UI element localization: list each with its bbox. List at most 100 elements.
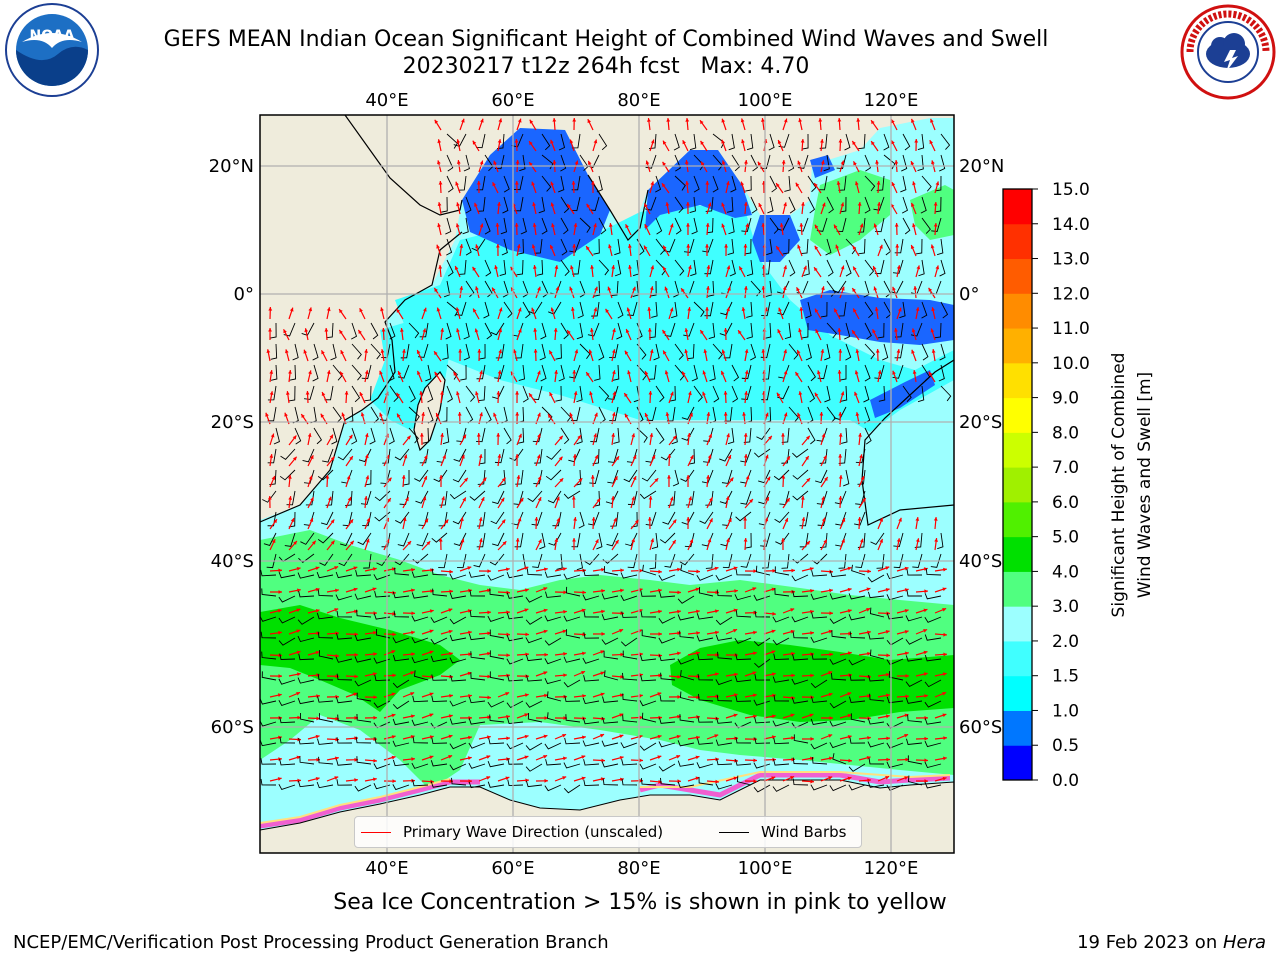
wave-direction-arrowhead [810,609,814,614]
wave-direction-arrowhead [684,160,689,164]
wind-barb [658,654,676,662]
wave-direction-arrowhead [303,349,308,354]
wave-direction-arrowhead [411,567,415,572]
wave-direction-arrowhead [438,538,443,542]
wind-barb [620,742,638,749]
wind-barb [403,469,410,486]
wave-direction-arrowhead [475,391,479,396]
wind-barb [503,427,512,445]
wave-direction-arrowhead [837,118,842,122]
wind-barb [593,280,601,297]
wind-barb [681,406,695,421]
wind-barb [826,259,834,277]
wave-direction-arrowhead [316,694,320,699]
wind-barb [506,612,524,620]
wave-direction-arrowhead [537,476,542,481]
wave-direction-arrowhead [875,160,879,164]
wind-barb [931,217,942,232]
wind-barb [260,615,277,622]
wind-barb [399,490,410,506]
wind-barb [939,343,946,361]
wave-direction-arrowhead [781,433,785,437]
wave-direction-arrowhead [544,693,548,698]
wind-barb [602,778,619,786]
wave-direction-arrowhead [647,307,652,311]
wave-direction-arrowhead [806,540,810,545]
wave-direction-arrowhead [854,391,858,396]
wave-direction-arrowhead [532,202,536,207]
wave-direction-arrowhead [749,498,753,503]
wind-barb [729,259,736,277]
lon-label-top-80e: 80°E [617,90,660,111]
wind-barb [449,592,467,599]
wave-direction-arrowhead [400,328,404,332]
wave-direction-arrowhead [448,608,453,612]
wind-barb [650,280,657,297]
wind-barb [877,322,885,339]
wave-direction-arrowhead [403,454,408,459]
wave-direction-arrowhead [726,433,730,438]
wind-barb [414,670,429,681]
wave-direction-arrowhead [667,475,671,479]
wave-direction-arrowhead [591,517,596,521]
wind-barb [612,364,620,381]
wind-barb [451,777,467,786]
wind-barb [720,301,733,316]
wave-direction-arrowhead [858,433,862,437]
colorbar-ticks: 0.00.51.01.52.03.04.05.06.07.08.09.010.0… [1032,180,1090,791]
wave-direction-arrowhead [840,160,845,165]
wave-direction-arrowhead [423,475,428,480]
wave-direction-arrowhead [460,517,464,522]
wind-barb [720,532,733,547]
wind-barb [363,553,372,569]
wave-direction-arrowhead [810,779,814,784]
wind-barb [677,740,695,747]
wind-barb [431,532,448,543]
wind-barb [470,651,486,660]
wind-barb [807,196,816,214]
wave-direction-arrowhead [930,328,935,333]
wind-barb [674,259,685,276]
wave-direction-arrowhead [607,286,612,291]
wind-barb [412,779,429,787]
wind-barb [622,672,638,681]
wind-barb [602,696,619,703]
wind-barb [487,574,505,581]
wind-barb [392,591,410,599]
wave-direction-arrowhead [752,693,757,698]
wind-barb [921,175,932,192]
wave-direction-arrowhead [686,244,691,248]
wind-barb [769,175,778,193]
wave-direction-arrowhead [740,181,745,186]
wave-direction-arrowhead [518,433,522,438]
wave-direction-arrowhead [594,454,599,459]
wind-barb [351,343,362,360]
wave-direction-arrowhead [529,162,533,167]
wave-direction-arrowhead [595,539,599,544]
wind-barb [937,532,944,550]
wind-barb [468,718,486,725]
wind-barb [689,133,697,151]
wave-direction-arrowhead [479,223,484,228]
wave-direction-arrowhead [474,328,479,333]
footer-machine: Hera [1222,932,1266,953]
wind-barb [517,238,524,255]
wave-direction-arrowhead [270,433,275,438]
wind-barb [601,740,619,747]
wave-direction-arrowhead [354,778,358,782]
wind-barb [810,679,828,689]
wave-direction-arrowhead [706,265,711,269]
wind-barb [531,511,543,526]
wind-barb [781,553,790,569]
wave-direction-arrowhead [492,182,496,187]
wave-direction-arrowhead [563,673,567,678]
wave-direction-arrowhead [702,370,707,375]
wave-direction-arrowhead [877,202,881,206]
wind-barb [261,588,277,597]
wave-direction-arrowhead [543,587,548,591]
wind-barb [455,301,467,316]
wave-direction-arrowhead [805,456,809,461]
wave-direction-arrowhead [608,244,612,249]
wave-direction-arrowhead [797,160,802,165]
wind-barb [760,532,771,547]
